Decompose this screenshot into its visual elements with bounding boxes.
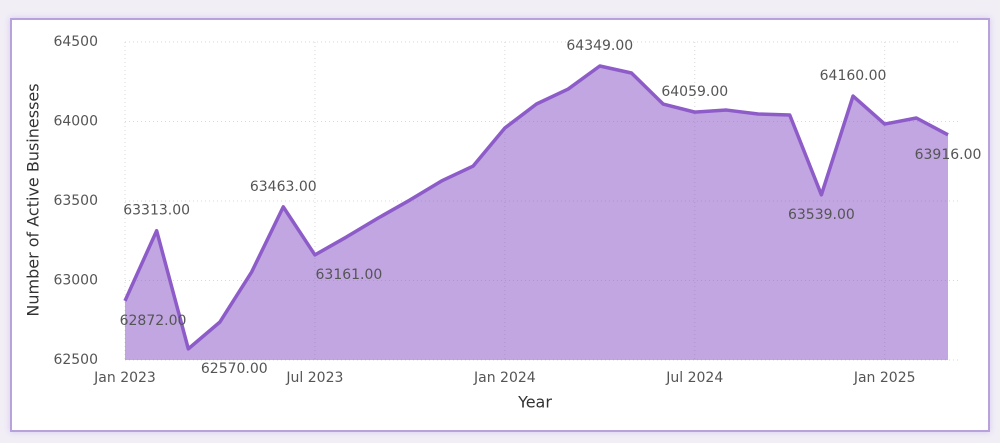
y-tick-label: 63000 (53, 273, 98, 289)
y-tick-label: 64000 (53, 114, 98, 130)
y-tick-label: 63500 (53, 193, 98, 209)
data-label: 63463.00 (250, 179, 317, 195)
y-tick-label: 62500 (53, 352, 98, 368)
data-label: 63916.00 (915, 147, 982, 163)
data-label: 64349.00 (566, 38, 633, 54)
x-axis-title: Year (517, 393, 552, 412)
y-tick-label: 64500 (53, 34, 98, 50)
data-label: 63161.00 (316, 267, 383, 283)
x-tick-label: Jul 2023 (285, 370, 343, 386)
line (123, 64, 949, 351)
data-label: 62872.00 (120, 313, 187, 329)
data-label: 64160.00 (820, 68, 887, 84)
y-axis-title: Number of Active Businesses (24, 83, 43, 316)
x-tick-label: Jan 2023 (93, 370, 156, 386)
data-label: 64059.00 (661, 84, 728, 100)
x-tick-label: Jan 2025 (853, 370, 916, 386)
x-tick-label: Jan 2024 (473, 370, 536, 386)
data-label: 63313.00 (123, 203, 190, 219)
data-label: 63539.00 (788, 207, 855, 223)
data-label: 62570.00 (201, 361, 268, 377)
x-tick-label: Jul 2024 (665, 370, 723, 386)
area (125, 66, 948, 360)
